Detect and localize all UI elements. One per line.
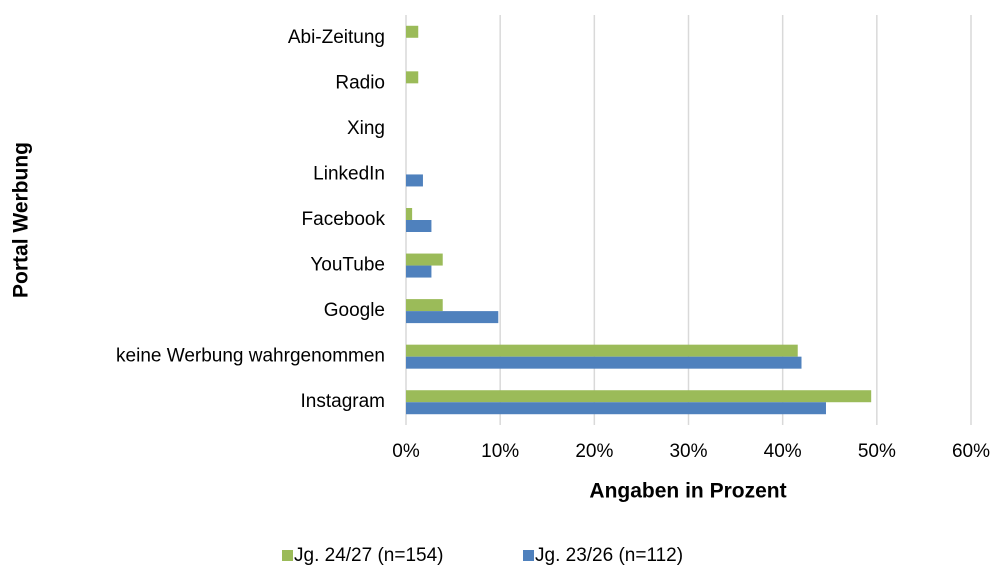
bar bbox=[406, 402, 826, 415]
x-tick-label: 20% bbox=[575, 441, 613, 462]
legend-swatch bbox=[523, 550, 534, 561]
y-tick-label: Google bbox=[324, 300, 385, 321]
y-tick-label: Abi-Zeitung bbox=[288, 27, 385, 48]
bar bbox=[406, 71, 419, 84]
x-tick-label: 60% bbox=[952, 441, 990, 462]
y-tick-label: LinkedIn bbox=[313, 163, 385, 184]
x-axis-title: Angaben in Prozent bbox=[589, 480, 786, 503]
legend-label: Jg. 24/27 (n=154) bbox=[294, 545, 443, 566]
bar bbox=[406, 253, 443, 266]
x-tick-label: 0% bbox=[392, 441, 420, 462]
y-tick-label: keine Werbung wahrgenommen bbox=[116, 346, 385, 367]
bar bbox=[406, 174, 423, 187]
legend-label: Jg. 23/26 (n=112) bbox=[535, 545, 683, 566]
bar bbox=[406, 344, 798, 357]
x-tick-label: 50% bbox=[858, 441, 896, 462]
x-tick-label: 40% bbox=[764, 441, 802, 462]
legend-swatch bbox=[282, 550, 293, 561]
x-tick-label: 10% bbox=[481, 441, 519, 462]
x-tick-label: 30% bbox=[669, 441, 707, 462]
y-tick-label: Xing bbox=[347, 118, 385, 139]
y-tick-label: YouTube bbox=[310, 255, 385, 276]
y-tick-label: Facebook bbox=[302, 209, 386, 230]
bar bbox=[406, 25, 419, 38]
y-tick-label: Instagram bbox=[301, 391, 385, 412]
bar bbox=[406, 311, 499, 324]
bar bbox=[406, 265, 432, 278]
bar bbox=[406, 356, 802, 369]
bar bbox=[406, 208, 413, 220]
bar bbox=[406, 220, 432, 232]
y-tick-label: Radio bbox=[335, 72, 385, 93]
bar bbox=[406, 299, 443, 312]
bar bbox=[406, 390, 872, 403]
y-axis-title: Portal Werbung bbox=[10, 142, 33, 298]
